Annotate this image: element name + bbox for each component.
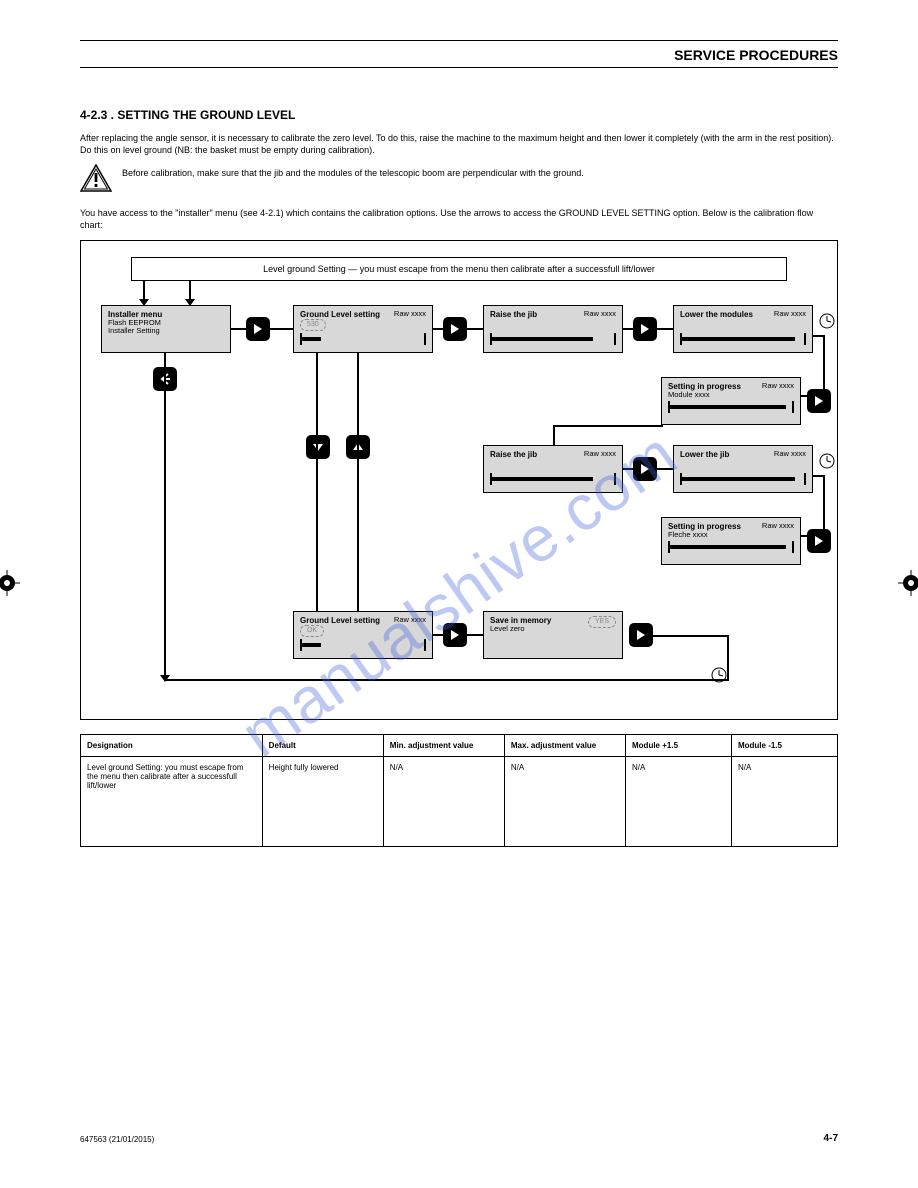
arrow-segment: [823, 335, 825, 395]
node-raw: Raw xxxx: [762, 382, 794, 391]
cell-designation: Level ground Setting: you must escape fr…: [81, 756, 263, 846]
node-raw: Raw xxxx: [394, 616, 426, 625]
col-min: Min. adjustment value: [383, 734, 504, 756]
arrow-segment: [357, 353, 359, 611]
col-max: Max. adjustment value: [504, 734, 625, 756]
flowchart-panel: Level ground Setting — you must escape f…: [80, 240, 838, 720]
node-raise-jib: Raise the jib Raw xxxx: [483, 305, 623, 353]
cell-default: Height fully lowered: [262, 756, 383, 846]
arrow-segment: [553, 425, 555, 445]
progress-bar: [490, 335, 616, 343]
node-raw: Raw xxxx: [394, 310, 426, 319]
next-icon[interactable]: [633, 317, 657, 341]
arrow-segment: [164, 353, 166, 679]
arrow-segment: [653, 635, 729, 637]
arrow-segment: [823, 475, 825, 535]
progress-bar: [668, 403, 794, 411]
rule-under-title: [80, 67, 838, 68]
arrow-segment: [727, 659, 729, 681]
node-ground-level-ok: Ground Level setting Raw xxxx OK: [293, 611, 433, 659]
warning-text: Before calibration, make sure that the j…: [122, 167, 584, 179]
node-setting-progress-fleche: Setting in progress Raw xxxx Fleche xxxx: [661, 517, 801, 565]
progress-bar: [300, 641, 426, 649]
arrow-segment: [553, 425, 663, 427]
arrow-segment: [164, 679, 729, 681]
down-arrow-icon[interactable]: [306, 435, 330, 459]
progress-bar: [680, 335, 806, 343]
node-raw: Raw xxxx: [762, 522, 794, 531]
progress-bar: [490, 475, 616, 483]
cell-mod-minus: N/A: [731, 756, 837, 846]
col-mod-plus: Module +1.5: [626, 734, 732, 756]
node-raw: Raw xxxx: [584, 310, 616, 319]
node-sub: Flash EEPROM Installer Setting: [108, 319, 224, 336]
node-setting-progress-module: Setting in progress Raw xxxx Module xxxx: [661, 377, 801, 425]
node-lower-modules: Lower the modules Raw xxxx: [673, 305, 813, 353]
node-save-memory: Save in memory YES Level zero: [483, 611, 623, 659]
flowchart-diagram: Installer menu Flash EEPROM Installer Se…: [101, 295, 817, 695]
next-icon[interactable]: [629, 623, 653, 647]
cell-max: N/A: [504, 756, 625, 846]
table-header-row: Designation Default Min. adjustment valu…: [81, 734, 838, 756]
col-designation: Designation: [81, 734, 263, 756]
arrow-segment: [727, 635, 729, 661]
value-pill: YES: [588, 616, 616, 628]
footer-doc-id: 647563 (21/01/2015): [80, 1135, 154, 1144]
parameter-table: Designation Default Min. adjustment valu…: [80, 734, 838, 847]
node-sub: Fleche xxxx: [668, 531, 794, 540]
clock-icon: [819, 453, 835, 469]
footer-page-num: 4-7: [824, 1133, 838, 1144]
registration-mark-icon: [898, 570, 918, 596]
flowchart-banner: Level ground Setting — you must escape f…: [131, 257, 787, 281]
progress-bar: [300, 335, 426, 343]
page-header-title: SERVICE PROCEDURES: [80, 47, 838, 63]
value-pill: OK: [300, 625, 324, 637]
node-raw: Raw xxxx: [774, 450, 806, 459]
warning-icon: [80, 164, 112, 197]
next-icon[interactable]: [633, 457, 657, 481]
table-row: Level ground Setting: you must escape fr…: [81, 756, 838, 846]
node-raw: Raw xxxx: [774, 310, 806, 319]
next-icon[interactable]: [443, 623, 467, 647]
node-ground-level-setting: Ground Level setting Raw xxxx 530: [293, 305, 433, 353]
cell-mod-plus: N/A: [626, 756, 732, 846]
cell-min: N/A: [383, 756, 504, 846]
arrow-segment: [316, 353, 318, 611]
next-icon[interactable]: [443, 317, 467, 341]
section-para-2: You have access to the "installer" menu …: [80, 207, 838, 231]
section-para-1: After replacing the angle sensor, it is …: [80, 132, 838, 156]
value-pill: 530: [300, 319, 326, 331]
node-raise-jib-2: Raise the jib Raw xxxx: [483, 445, 623, 493]
next-icon[interactable]: [246, 317, 270, 341]
node-lower-jib: Lower the jib Raw xxxx: [673, 445, 813, 493]
rule-top: [80, 40, 838, 41]
manual-page: SERVICE PROCEDURES 4-2.3 . SETTING THE G…: [0, 0, 918, 1188]
node-sub: Module xxxx: [668, 391, 794, 400]
col-mod-minus: Module -1.5: [731, 734, 837, 756]
clock-icon: [819, 313, 835, 329]
node-raw: Raw xxxx: [584, 450, 616, 459]
next-icon[interactable]: [807, 529, 831, 553]
registration-mark-icon: [0, 570, 20, 596]
warning-row: Before calibration, make sure that the j…: [80, 164, 838, 197]
section-heading: 4-2.3 . SETTING THE GROUND LEVEL: [80, 108, 838, 122]
col-default: Default: [262, 734, 383, 756]
progress-bar: [680, 475, 806, 483]
node-installer-menu: Installer menu Flash EEPROM Installer Se…: [101, 305, 231, 353]
next-icon[interactable]: [807, 389, 831, 413]
progress-bar: [668, 543, 794, 551]
